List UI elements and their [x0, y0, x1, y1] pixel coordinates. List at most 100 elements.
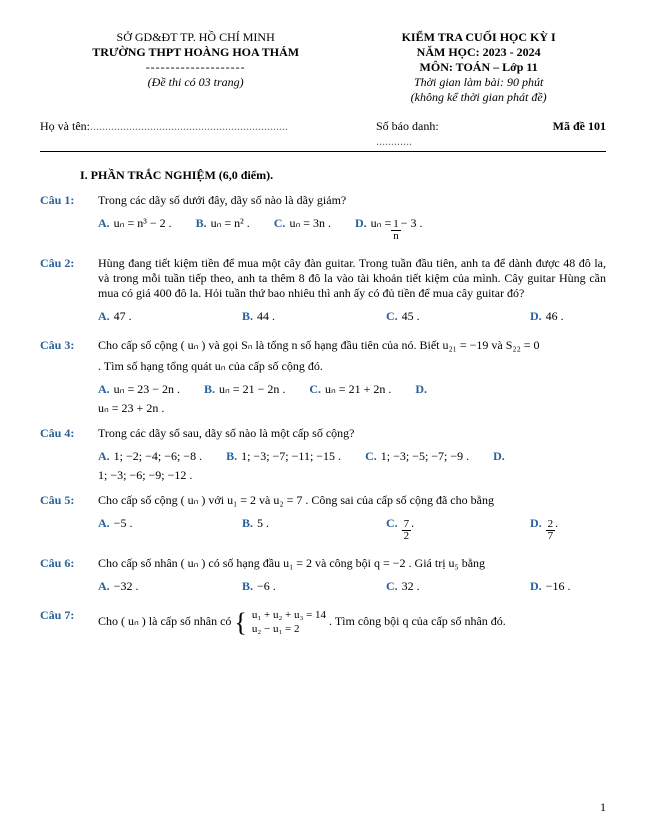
q3-text2: . Tìm số hạng tổng quát uₙ của cấp số cộ…: [98, 359, 606, 374]
q1-body: Trong các dãy số dưới đây, dãy số nào là…: [98, 193, 606, 246]
q2-a: 47 .: [114, 309, 132, 324]
sbd-field: Số báo danh: ............: [376, 119, 506, 149]
q6-opt-c: C.32 .: [386, 579, 506, 594]
q3-opt-a: A.uₙ = 23 − 2n .: [98, 382, 180, 397]
q6-body: Cho cấp số nhân ( uₙ ) có số hạng đầu u₁…: [98, 556, 606, 598]
exam-title: KIỂM TRA CUỐI HỌC KỲ I: [351, 30, 606, 45]
q4-d-label: D.: [493, 449, 505, 464]
time: Thời gian làm bài: 90 phút: [351, 75, 606, 90]
q3-opt-b: B.uₙ = 21 − 2n .: [204, 382, 285, 397]
q2-options: A.47 . B.44 . C.45 . D.46 .: [98, 309, 606, 328]
q7-body: Cho ( uₙ ) là cấp số nhân có { u₁ + u₂ +…: [98, 608, 606, 637]
q4-a: 1; −2; −4; −6; −8 .: [114, 449, 202, 464]
frac-1-n: 1n: [391, 219, 401, 242]
q5-b: 5 .: [257, 516, 269, 531]
q1-opt-d: D.uₙ = 1n − 3 .: [355, 216, 423, 242]
q5-opt-d: D. 27 .: [530, 516, 558, 542]
pages-note: (Đề thi có 03 trang): [40, 75, 351, 90]
school: TRƯỜNG THPT HOÀNG HOA THÁM: [40, 45, 351, 60]
q4-opt-d-label: D.: [493, 449, 509, 464]
header-right: KIỂM TRA CUỐI HỌC KỲ I NĂM HỌC: 2023 - 2…: [351, 30, 606, 105]
q4-opt-a: A.1; −2; −4; −6; −8 .: [98, 449, 202, 464]
q1-a: uₙ = n³ − 2 .: [114, 216, 172, 231]
q7-post: . Tìm công bội q của cấp số nhân đó.: [329, 614, 506, 628]
q4-text: Trong các dãy số sau, dãy số nào là một …: [98, 426, 606, 441]
lbl-d: D.: [355, 216, 367, 231]
q5-a: −5 .: [114, 516, 133, 531]
q3-label: Câu 3:: [40, 338, 98, 416]
q6-text: Cho cấp số nhân ( uₙ ) có số hạng đầu u₁…: [98, 556, 606, 571]
q4-d-line: 1; −3; −6; −9; −12 .: [98, 468, 606, 483]
q1-opt-a: A.uₙ = n³ − 2 .: [98, 216, 172, 242]
q6-opt-d: D.−16 .: [530, 579, 570, 594]
q6-d: −16 .: [546, 579, 571, 594]
page-number: 1: [600, 800, 606, 815]
q5-body: Cho cấp số cộng ( uₙ ) với u₁ = 2 và u₂ …: [98, 493, 606, 546]
q1-label: Câu 1:: [40, 193, 98, 246]
q1-options: A.uₙ = n³ − 2 . B.uₙ = n² . C.uₙ = 3n . …: [98, 216, 606, 246]
exam-code: Mã đề 101: [506, 119, 606, 149]
q5-opt-a: A.−5 .: [98, 516, 218, 542]
lbl-c: C.: [274, 216, 286, 231]
q5-d-frac: 27: [546, 519, 556, 542]
q5-text: Cho cấp số cộng ( uₙ ) với u₁ = 2 và u₂ …: [98, 493, 606, 508]
q6-opt-a: A.−32 .: [98, 579, 218, 594]
q2-d: 46 .: [546, 309, 564, 324]
q4-opt-b: B.1; −3; −7; −11; −15 .: [226, 449, 341, 464]
q2-text: Hùng đang tiết kiệm tiền để mua một cây …: [98, 256, 606, 301]
q3-d-label: D.: [415, 382, 427, 397]
q5-c-frac: 72: [402, 519, 412, 542]
q5-options: A.−5 . B.5 . C. 72 . D. 27 .: [98, 516, 606, 546]
question-3: Câu 3: Cho cấp số cộng ( uₙ ) và gọi Sₙ …: [40, 338, 606, 416]
q6-c: 32 .: [402, 579, 420, 594]
header: SỞ GD&ĐT TP. HỒ CHÍ MINH TRƯỜNG THPT HOÀ…: [40, 30, 606, 105]
dept: SỞ GD&ĐT TP. HỒ CHÍ MINH: [40, 30, 351, 45]
q1-c: uₙ = 3n .: [289, 216, 331, 231]
question-1: Câu 1: Trong các dãy số dưới đây, dãy số…: [40, 193, 606, 246]
q7-eq2: u₂ − u₁ = 2: [252, 623, 300, 635]
sbd-label: Số báo danh:: [376, 119, 439, 133]
q1-d-pre: uₙ =: [371, 216, 392, 231]
q2-opt-a: A.47 .: [98, 309, 218, 324]
name-field: Họ và tên:..............................…: [40, 119, 376, 149]
q2-opt-b: B.44 .: [242, 309, 362, 324]
q4-body: Trong các dãy số sau, dãy số nào là một …: [98, 426, 606, 483]
brace-icon: {: [234, 616, 246, 629]
q4-b: 1; −3; −7; −11; −15 .: [241, 449, 341, 464]
q1-opt-c: C.uₙ = 3n .: [274, 216, 331, 242]
q6-options: A.−32 . B.−6 . C.32 . D.−16 .: [98, 579, 606, 598]
name-dots: ........................................…: [90, 119, 288, 133]
q6-label: Câu 6:: [40, 556, 98, 598]
q3-opt-d-label: D.: [415, 382, 431, 397]
q2-body: Hùng đang tiết kiệm tiền để mua một cây …: [98, 256, 606, 328]
q6-a: −32 .: [114, 579, 139, 594]
dash: --------------------: [40, 60, 351, 75]
q7-eq1: u₁ + u₂ + u₃ = 14: [252, 609, 326, 621]
info-row: Họ và tên:..............................…: [40, 119, 606, 152]
q3-text1: Cho cấp số cộng ( uₙ ) và gọi Sₙ là tổng…: [98, 338, 606, 353]
section-title: I. PHẦN TRẮC NGHIỆM (6,0 điểm).: [80, 168, 606, 183]
q2-c: 45 .: [402, 309, 420, 324]
q4-c: 1; −3; −5; −7; −9 .: [381, 449, 469, 464]
q5-label: Câu 5:: [40, 493, 98, 546]
q6-opt-b: B.−6 .: [242, 579, 362, 594]
sbd-dots: ............: [376, 134, 412, 148]
q4-opt-c: C.1; −3; −5; −7; −9 .: [365, 449, 469, 464]
question-2: Câu 2: Hùng đang tiết kiệm tiền để mua m…: [40, 256, 606, 328]
q1-b: uₙ = n² .: [211, 216, 250, 231]
name-label: Họ và tên:: [40, 119, 90, 133]
q5-opt-b: B.5 .: [242, 516, 362, 542]
q6-b: −6 .: [257, 579, 276, 594]
q3-body: Cho cấp số cộng ( uₙ ) và gọi Sₙ là tổng…: [98, 338, 606, 416]
q1-text: Trong các dãy số dưới đây, dãy số nào là…: [98, 193, 606, 208]
subject: MÔN: TOÁN – Lớp 11: [351, 60, 606, 75]
q3-c: uₙ = 21 + 2n .: [325, 382, 391, 397]
q4-label: Câu 4:: [40, 426, 98, 483]
q2-b: 44 .: [257, 309, 275, 324]
question-4: Câu 4: Trong các dãy số sau, dãy số nào …: [40, 426, 606, 483]
q4-options: A.1; −2; −4; −6; −8 . B.1; −3; −7; −11; …: [98, 449, 606, 468]
question-7: Câu 7: Cho ( uₙ ) là cấp số nhân có { u₁…: [40, 608, 606, 637]
q3-options: A.uₙ = 23 − 2n . B.uₙ = 21 − 2n . C.uₙ =…: [98, 382, 606, 401]
question-5: Câu 5: Cho cấp số cộng ( uₙ ) với u₁ = 2…: [40, 493, 606, 546]
q1-opt-b: B.uₙ = n² .: [196, 216, 250, 242]
